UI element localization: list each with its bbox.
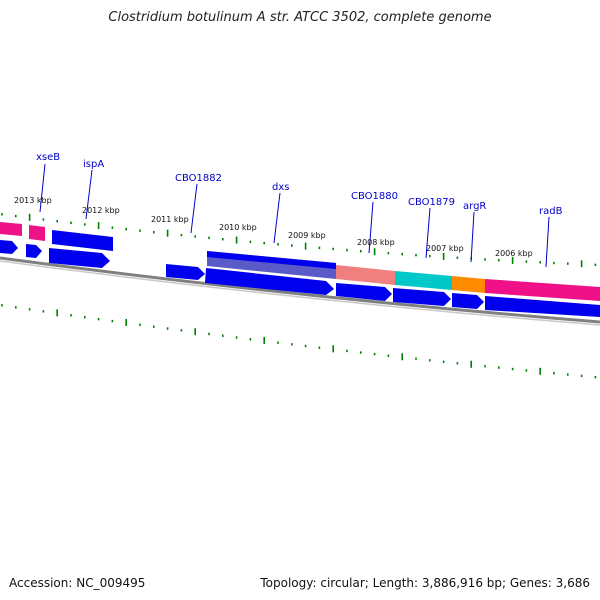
leader-cbo1879 (425, 207, 431, 259)
gene-label-dxs[interactable]: dxs (272, 182, 289, 193)
gene-label-cbo1882[interactable]: CBO1882 (175, 173, 222, 184)
tick-marks (1, 213, 597, 379)
gene-label-argr[interactable]: argR (463, 201, 486, 212)
genome-backbone-shadow (0, 260, 600, 326)
gene-labels: xseB ispA CBO1882 dxs CBO1880 CBO1879 ar… (36, 152, 563, 217)
feature-cyan-cbo1879[interactable] (395, 271, 452, 290)
feature-lane-genes-lower (0, 240, 600, 317)
gene-arrow-2[interactable] (26, 244, 42, 258)
kbp-label: 2011 kbp (151, 215, 189, 224)
feature-lane-genes-upper (52, 230, 336, 269)
gene-arrow-4[interactable] (166, 264, 205, 280)
kbp-label: 2009 kbp (288, 231, 326, 240)
gene-arrow-dxs[interactable] (207, 251, 336, 269)
genome-summary-text: Topology: circular; Length: 3,886,916 bp… (260, 576, 590, 590)
map-title: Clostridium botulinum A str. ATCC 3502, … (108, 10, 492, 25)
gene-arrow-ispa[interactable] (52, 230, 113, 251)
gene-label-cbo1879[interactable]: CBO1879 (408, 197, 455, 208)
feature-orange-argr[interactable] (452, 276, 485, 293)
leader-ispa (85, 169, 93, 220)
gene-arrow-1[interactable] (0, 240, 18, 254)
leader-cbo1880 (368, 201, 374, 254)
genome-backbone (0, 256, 600, 324)
gene-label-leaders (39, 163, 550, 268)
feature-salmon-cbo1880[interactable] (336, 265, 395, 285)
gene-label-ispa[interactable]: ispA (83, 159, 104, 170)
gene-arrow-8[interactable] (452, 293, 484, 309)
gene-arrow-3[interactable] (49, 248, 110, 268)
leader-xseb (39, 163, 46, 213)
feature-magenta-left[interactable] (0, 222, 22, 236)
gene-label-xseb[interactable]: xseB (36, 152, 60, 163)
kbp-label: 2013 kbp (14, 196, 52, 205)
accession-text: Accession: NC_009495 (9, 576, 146, 590)
feature-magenta-left-2[interactable] (29, 225, 45, 241)
gene-label-cbo1880[interactable]: CBO1880 (351, 191, 398, 202)
feature-magenta-radb[interactable] (485, 279, 600, 301)
leader-cbo1882 (190, 183, 198, 234)
kbp-label: 2006 kbp (495, 249, 533, 258)
gene-arrow-9[interactable] (485, 296, 600, 317)
leader-radb (545, 216, 550, 268)
gene-arrow-6[interactable] (336, 283, 392, 301)
gene-label-radb[interactable]: radB (539, 206, 563, 217)
kbp-label: 2007 kbp (426, 244, 464, 253)
leader-dxs (273, 192, 281, 244)
kbp-label: 2010 kbp (219, 223, 257, 232)
gene-arrow-7[interactable] (393, 288, 451, 306)
kbp-label: 2012 kbp (82, 206, 120, 215)
gene-arrow-5[interactable] (205, 268, 334, 295)
feature-lane-colored (0, 222, 600, 301)
leader-argr (470, 211, 475, 263)
kbp-scale-labels: 2013 kbp 2012 kbp 2011 kbp 2010 kbp 2009… (14, 196, 533, 258)
kbp-label: 2008 kbp (357, 238, 395, 247)
